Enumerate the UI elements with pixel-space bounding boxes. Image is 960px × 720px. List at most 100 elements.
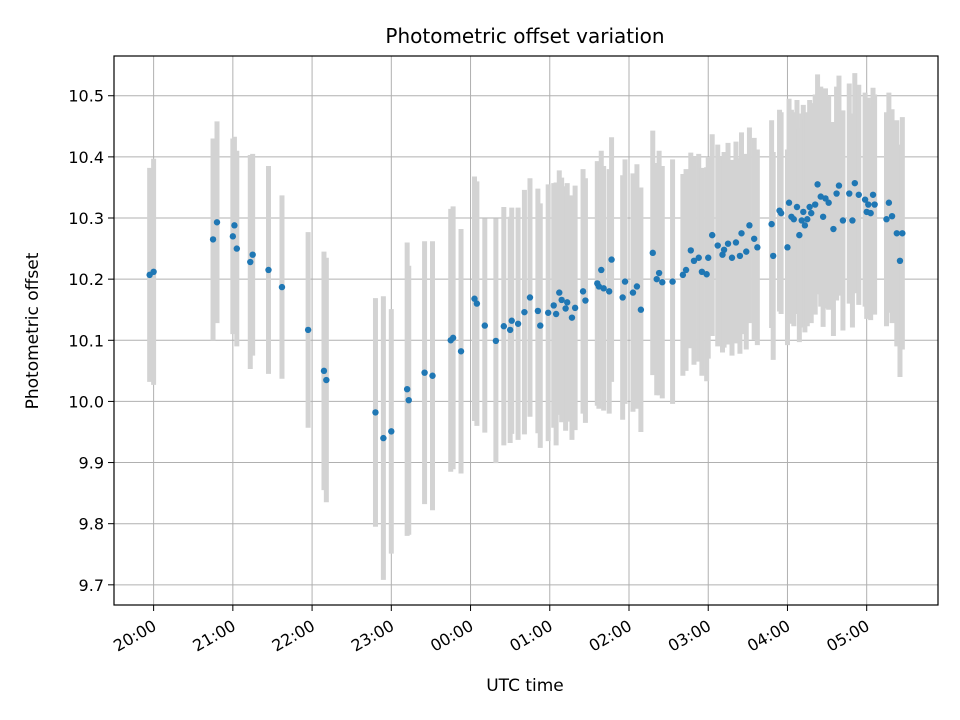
- data-point: [728, 254, 736, 261]
- data-point: [649, 249, 656, 257]
- data-point: [500, 323, 508, 330]
- data-point: [790, 216, 797, 223]
- data-point: [899, 230, 906, 237]
- data-point: [719, 251, 726, 258]
- data-point: [682, 266, 690, 274]
- data-point: [637, 306, 645, 313]
- data-point: [846, 190, 853, 197]
- data-point: [556, 289, 563, 296]
- data-point: [871, 201, 878, 208]
- data-point: [653, 275, 660, 283]
- data-point: [800, 208, 807, 216]
- data-point: [724, 240, 732, 247]
- data-point: [558, 296, 565, 304]
- data-point: [687, 247, 694, 254]
- data-point: [806, 203, 813, 211]
- data-point: [249, 251, 256, 258]
- data-point: [481, 322, 488, 329]
- data-point: [473, 300, 481, 307]
- data-point: [571, 304, 579, 312]
- y-axis-label: Photometric offset: [23, 252, 43, 409]
- data-point: [808, 209, 815, 217]
- chart-title: Photometric offset variation: [385, 24, 664, 48]
- data-point: [231, 222, 238, 229]
- data-point: [457, 348, 465, 355]
- data-point: [819, 213, 827, 220]
- data-point: [839, 217, 847, 224]
- data-point: [526, 294, 534, 301]
- data-point: [851, 179, 859, 187]
- data-point: [380, 434, 387, 442]
- y-tick-label: 10.0: [68, 392, 104, 411]
- data-point: [679, 271, 687, 279]
- data-point: [784, 244, 791, 251]
- data-point: [825, 199, 832, 206]
- data-point: [265, 266, 272, 274]
- data-point: [552, 310, 560, 318]
- data-point: [804, 216, 811, 223]
- data-point: [708, 231, 716, 239]
- data-point: [629, 289, 637, 296]
- data-point: [746, 222, 753, 229]
- data-point: [605, 288, 613, 295]
- data-point: [471, 295, 478, 302]
- data-point: [793, 203, 801, 211]
- data-point: [564, 299, 571, 306]
- data-point: [514, 320, 522, 327]
- data-point: [449, 334, 457, 342]
- data-point: [429, 372, 436, 379]
- data-point: [833, 190, 840, 197]
- data-point: [849, 217, 856, 224]
- data-point: [785, 199, 793, 206]
- data-point: [714, 242, 721, 249]
- y-axis-ticks: 9.7 9.8 9.9 10.0 10.1 10.2 10.3 10.4 10.5: [68, 87, 114, 595]
- data-point: [247, 258, 254, 266]
- data-point: [278, 283, 286, 291]
- data-point: [655, 269, 663, 277]
- data-point: [388, 428, 395, 435]
- data-point: [582, 297, 589, 304]
- data-point: [209, 236, 217, 243]
- data-point: [855, 191, 862, 198]
- data-point: [811, 201, 819, 208]
- data-point: [150, 268, 157, 276]
- data-point: [732, 239, 740, 246]
- y-tick-label: 9.9: [79, 454, 104, 473]
- data-point: [720, 246, 728, 254]
- data-point: [768, 220, 775, 228]
- data-point: [619, 294, 626, 301]
- data-point: [867, 209, 874, 217]
- data-point: [320, 367, 328, 375]
- data-point: [705, 254, 712, 261]
- data-point: [403, 385, 411, 393]
- data-point: [550, 302, 557, 309]
- data-point: [777, 209, 785, 217]
- data-point: [534, 307, 542, 315]
- data-point: [229, 233, 237, 240]
- data-point: [698, 268, 706, 276]
- data-point: [743, 248, 750, 255]
- data-point: [796, 231, 803, 239]
- data-point: [736, 252, 744, 260]
- data-point: [600, 285, 607, 292]
- data-point: [521, 308, 528, 316]
- data-point: [669, 278, 676, 285]
- data-point: [568, 314, 576, 321]
- data-point: [738, 230, 745, 237]
- data-point: [323, 376, 330, 384]
- data-point: [421, 369, 428, 376]
- data-point: [405, 396, 412, 404]
- data-point: [304, 326, 312, 334]
- data-point: [598, 266, 605, 274]
- data-point: [690, 257, 698, 265]
- data-point: [213, 219, 221, 226]
- data-point: [659, 279, 666, 286]
- data-point: [508, 317, 515, 324]
- data-point: [801, 222, 809, 229]
- data-point: [492, 337, 500, 345]
- data-point: [372, 409, 379, 416]
- data-point: [835, 182, 843, 189]
- data-point: [885, 199, 893, 206]
- data-point: [579, 288, 587, 295]
